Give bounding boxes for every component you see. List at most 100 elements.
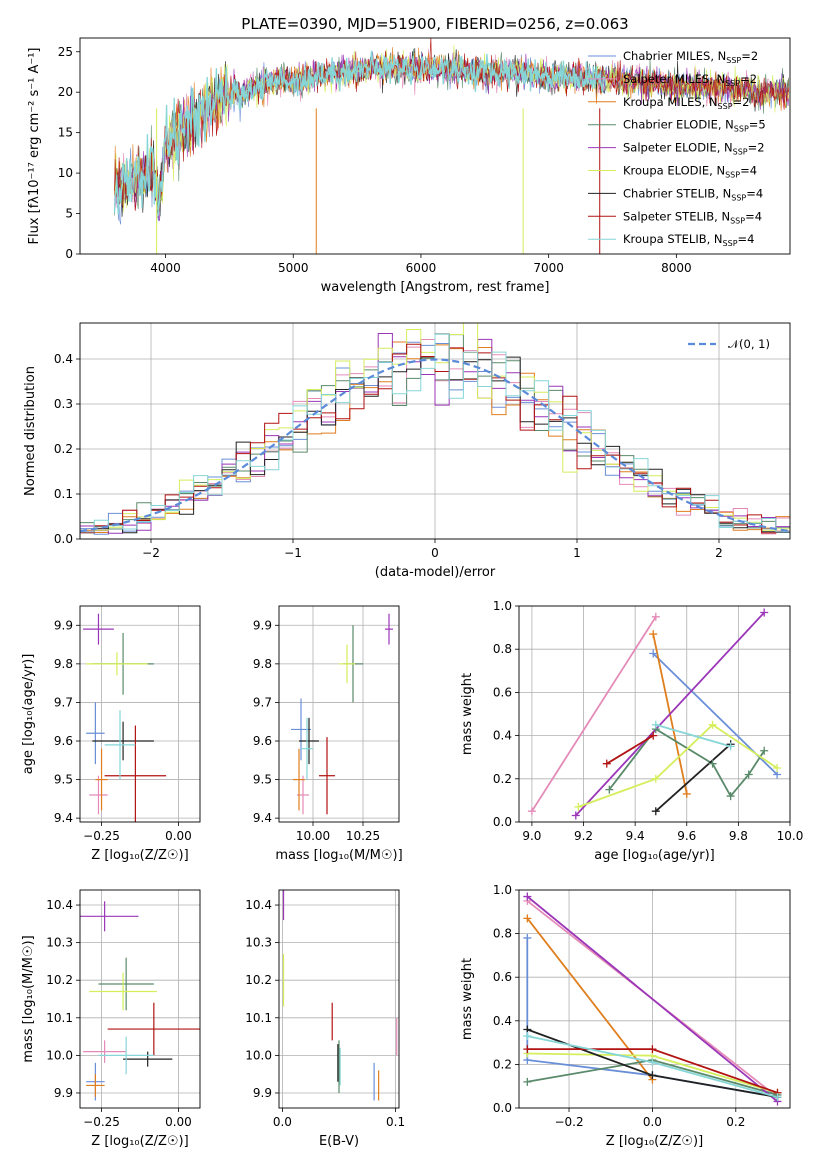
y-tick-label: 0.6	[493, 970, 512, 984]
x-axis-label: (data-model)/error	[375, 565, 496, 580]
errorbar-point-2	[89, 775, 108, 815]
y-tick-label: 15	[58, 126, 73, 140]
weight-marker-6	[708, 720, 717, 729]
y-tick-label: 0.2	[493, 772, 512, 786]
panel-weight_vs_Z: −0.2 0.0 0.2 0.0 0.2 0.4 0.6 0.8 1.0 Z [log₁₀(Z/Z…	[460, 883, 791, 1149]
weight-marker-2	[527, 807, 536, 816]
y-tick-label: 9.7	[253, 695, 272, 709]
y-axis-label: Normed distribution	[23, 366, 38, 496]
weight-marker-4	[523, 1077, 532, 1086]
axes-frame	[79, 889, 201, 1109]
x-tick-label: −1	[284, 546, 302, 560]
panel-weight_vs_age: 9.0 9.2 9.4 9.6 9.8 10.0 0.0 0.2 0.4 0.6 0.8 1.0 age…	[460, 599, 803, 863]
x-tick-label: 2	[715, 546, 723, 560]
weight-marker-5	[523, 892, 532, 901]
panel-residuals: −2 −1 0 1 2 0.0 0.1 0.2 0.3 0.4 (data-model)/error…	[23, 322, 791, 580]
y-tick-label: 10.4	[245, 898, 272, 912]
weight-marker-8	[648, 1045, 657, 1054]
y-tick-label: 0.0	[493, 815, 512, 829]
x-tick-label: 10.0	[777, 829, 804, 843]
x-tick-label: 9.4	[626, 829, 645, 843]
weight-marker-9	[773, 1093, 782, 1102]
y-tick-label: 9.4	[54, 811, 73, 825]
axes-frame	[518, 889, 791, 1109]
axes-frame	[79, 322, 791, 540]
y-tick-label: 0.0	[493, 1101, 512, 1115]
y-tick-label: 0.4	[493, 1014, 512, 1028]
errorbar-point-1	[86, 702, 105, 765]
axes-frame	[518, 605, 791, 823]
weight-marker-8	[523, 1045, 532, 1054]
legend-label: Salpeter ELODIE, NSSP=2	[623, 141, 765, 157]
weight-marker-4	[744, 770, 753, 779]
errorbar-point-6	[89, 972, 157, 1011]
x-tick-label: 5000	[278, 261, 309, 275]
normal-curve	[80, 358, 790, 533]
y-tick-label: 10.2	[46, 973, 73, 987]
weight-marker-7	[651, 807, 660, 816]
weight-marker-4	[708, 759, 717, 768]
weight-marker-2	[651, 612, 660, 621]
x-tick-label: 0	[431, 546, 439, 560]
y-tick-label: 10.1	[245, 1011, 272, 1025]
x-tick-label: 10.25	[346, 829, 380, 843]
y-tick-label: 0.3	[54, 397, 73, 411]
x-tick-label: 0.00	[165, 829, 192, 843]
legend-label: Chabrier STELIB, NSSP=4	[623, 186, 763, 202]
weight-line-7	[655, 743, 732, 812]
y-tick-label: 9.9	[54, 618, 73, 632]
y-tick-label: 10.0	[46, 1048, 73, 1062]
y-tick-label: 10.3	[245, 936, 272, 950]
legend-label: Kroupa STELIB, NSSP=4	[623, 232, 754, 248]
x-tick-label: −0.2	[554, 1115, 583, 1129]
y-tick-label: 10.2	[245, 973, 272, 987]
x-tick-label: 8000	[661, 261, 692, 275]
y-axis-label: mass weight	[460, 673, 475, 755]
plot-area-age_vs_mass	[291, 613, 393, 815]
errorbar-point-3	[95, 748, 108, 811]
axes-frame	[79, 37, 791, 255]
x-tick-label: 9.6	[677, 829, 696, 843]
y-tick-label: 9.5	[54, 773, 73, 787]
y-tick-label: 20	[58, 85, 73, 99]
weight-marker-6	[651, 774, 660, 783]
y-tick-label: 9.7	[54, 695, 73, 709]
weight-marker-4	[726, 792, 735, 801]
axes-frame	[278, 889, 400, 1109]
y-tick-label: 0.0	[54, 532, 73, 546]
y-tick-label: 1.0	[493, 883, 512, 897]
legend-label: Salpeter STELIB, NSSP=4	[623, 209, 762, 225]
weight-marker-5	[760, 608, 769, 617]
y-axis-label: mass [log₁₀(M/M☉)]	[21, 935, 36, 1062]
panel-spectrum: 4000 5000 6000 7000 8000 0 5 10 15 20 25 wavelength…	[27, 37, 791, 295]
x-tick-label: −0.25	[83, 829, 120, 843]
panel-age_vs_Z: −0.25 0.00 9.4 9.5 9.6 9.7 9.8 9.9 Z [log₁₀(Z/Z☉…	[21, 605, 201, 863]
errorbar-point-9	[301, 717, 313, 780]
weight-line-5	[575, 611, 765, 817]
y-tick-label: 9.9	[54, 1086, 73, 1100]
x-axis-label: E(B-V)	[319, 1134, 359, 1149]
weight-marker-6	[773, 764, 782, 772]
spectrum-legend: Chabrier MILES, NSSP=2 Salpeter MILES, NS…	[588, 49, 766, 248]
x-tick-label: 6000	[406, 261, 437, 275]
plot-area-spectrum	[113, 38, 789, 254]
y-tick-label: 9.4	[253, 811, 272, 825]
x-tick-label: 4000	[150, 261, 181, 275]
errorbar-point-8	[107, 1002, 200, 1056]
x-tick-label: 0.1	[386, 1115, 405, 1129]
x-axis-label: Z [log₁₀(Z/Z☉)]	[91, 1134, 188, 1149]
weight-marker-3	[682, 789, 691, 798]
weight-marker-9	[726, 742, 735, 751]
weight-line-8	[606, 734, 654, 765]
weight-marker-8	[649, 731, 658, 740]
plot-area-age_vs_Z	[83, 613, 167, 822]
y-tick-label: 0	[65, 247, 73, 261]
plot-area-weight_vs_age	[531, 611, 778, 817]
errorbar-point-6	[339, 644, 355, 684]
y-tick-label: 9.6	[54, 734, 73, 748]
weight-marker-3	[523, 914, 532, 923]
errorbar-point-9	[104, 710, 136, 780]
legend-label: Chabrier ELODIE, NSSP=5	[623, 118, 766, 134]
y-tick-label: 0.2	[493, 1057, 512, 1071]
y-tick-label: 9.8	[54, 657, 73, 671]
